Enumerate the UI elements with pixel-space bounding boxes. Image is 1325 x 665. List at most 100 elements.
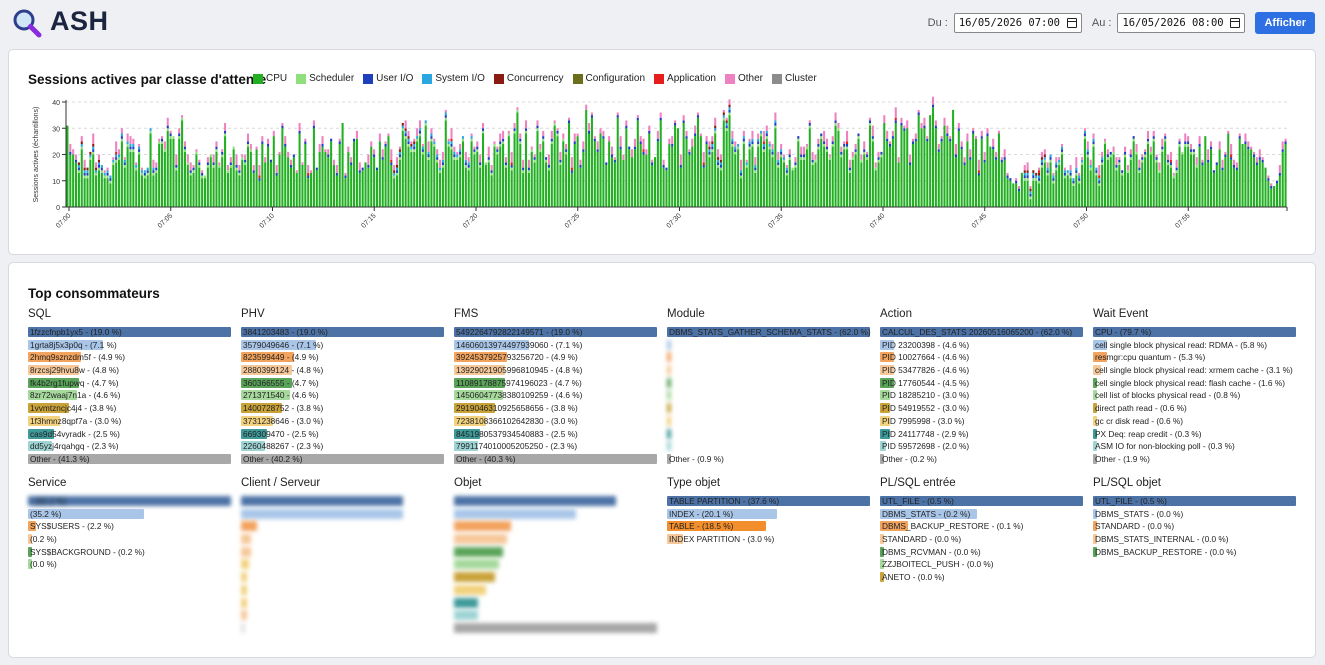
top-item[interactable]: 1fzzcfnpb1yx5 - (19.0 %) xyxy=(28,326,231,339)
top-item[interactable]: (0.2 %) xyxy=(28,533,231,546)
top-item[interactable] xyxy=(241,609,444,622)
top-item[interactable]: INDEX - (20.1 %) xyxy=(667,508,870,521)
top-item[interactable]: STANDARD - (0.0 %) xyxy=(880,533,1083,546)
top-item[interactable]: PID 10027664 - (4.6 %) xyxy=(880,351,1083,364)
legend-item-application[interactable]: Application xyxy=(654,73,716,84)
top-item[interactable]: PID 17760544 - (4.5 %) xyxy=(880,377,1083,390)
top-item[interactable] xyxy=(454,609,657,622)
top-item[interactable]: 2260488267 - (2.3 %) xyxy=(241,440,444,453)
legend-item-user-i-o[interactable]: User I/O xyxy=(363,73,413,84)
top-item[interactable]: SYS$BACKGROUND - (0.2 %) xyxy=(28,546,231,559)
legend-item-cluster[interactable]: Cluster xyxy=(771,73,817,84)
top-item[interactable]: cas9d54vyradk - (2.5 %) xyxy=(28,428,231,441)
top-item[interactable]: cell single block physical read: xrmem c… xyxy=(1093,364,1296,377)
top-item[interactable]: 8451980537934540883 - (2.5 %) xyxy=(454,428,657,441)
top-item[interactable] xyxy=(667,428,870,441)
top-item[interactable] xyxy=(241,546,444,559)
top-item[interactable]: DBMS_BACKUP_RESTORE - (0.1 %) xyxy=(880,520,1083,533)
top-item[interactable] xyxy=(241,597,444,610)
top-item[interactable]: resmgr:cpu quantum - (5.3 %) xyxy=(1093,351,1296,364)
top-item[interactable]: 1400728752 - (3.8 %) xyxy=(241,402,444,415)
from-datetime-input[interactable]: 16/05/2026 07:00 xyxy=(953,13,1082,33)
top-item[interactable]: CALCUL_DES_STATS 20260516065200 - (62.0 … xyxy=(880,326,1083,339)
top-item[interactable]: 3731238646 - (3.0 %) xyxy=(241,415,444,428)
top-item[interactable]: ASM IO for non-blocking poll - (0.3 %) xyxy=(1093,440,1296,453)
afficher-button[interactable]: Afficher xyxy=(1255,12,1315,34)
top-item[interactable]: 2880399124 - (4.8 %) xyxy=(241,364,444,377)
top-item[interactable]: ZZJBOITECL_PUSH - (0.0 %) xyxy=(880,558,1083,571)
top-item[interactable]: Other - (41.3 %) xyxy=(28,453,231,466)
legend-item-system-i-o[interactable]: System I/O xyxy=(422,73,485,84)
top-item[interactable]: Other - (0.2 %) xyxy=(880,453,1083,466)
top-item[interactable]: 5492264792822149571 - (19.0 %) xyxy=(454,326,657,339)
top-item[interactable]: 360366555 - (4.7 %) xyxy=(241,377,444,390)
top-item[interactable]: UTL_FILE - (0.5 %) xyxy=(1093,495,1296,508)
top-item[interactable] xyxy=(667,415,870,428)
top-item[interactable]: STANDARD - (0.0 %) xyxy=(1093,520,1296,533)
top-item[interactable] xyxy=(454,546,657,559)
top-item[interactable]: cell list of blocks physical read - (0.8… xyxy=(1093,389,1296,402)
top-item[interactable]: - (62.2 %) xyxy=(28,495,231,508)
top-item[interactable] xyxy=(454,533,657,546)
top-item[interactable]: UTL_FILE - (0.5 %) xyxy=(880,495,1083,508)
top-item[interactable]: 14506047738380109259 - (4.6 %) xyxy=(454,389,657,402)
top-item[interactable]: 11089178875974196023 - (4.7 %) xyxy=(454,377,657,390)
top-item[interactable]: PID 23200398 - (4.6 %) xyxy=(880,339,1083,352)
top-item[interactable] xyxy=(241,533,444,546)
top-item[interactable]: 1f3hmnz8qpf7a - (3.0 %) xyxy=(28,415,231,428)
top-item[interactable] xyxy=(667,440,870,453)
legend-item-cpu[interactable]: CPU xyxy=(253,73,287,84)
top-item[interactable] xyxy=(454,597,657,610)
legend-item-scheduler[interactable]: Scheduler xyxy=(296,73,354,84)
top-item[interactable]: 8zr72waaj7n1a - (4.6 %) xyxy=(28,389,231,402)
top-item[interactable]: (0.0 %) xyxy=(28,558,231,571)
top-item[interactable]: DBMS_STATS_INTERNAL - (0.0 %) xyxy=(1093,533,1296,546)
top-item[interactable] xyxy=(667,351,870,364)
top-item[interactable]: gc cr disk read - (0.6 %) xyxy=(1093,415,1296,428)
top-item[interactable]: PID 54919552 - (3.0 %) xyxy=(880,402,1083,415)
top-item[interactable]: Other - (40.3 %) xyxy=(454,453,657,466)
top-item[interactable]: 2hmq9sznzdm5f - (4.9 %) xyxy=(28,351,231,364)
top-item[interactable]: TABLE PARTITION - (37.6 %) xyxy=(667,495,870,508)
top-item[interactable]: DBMS_STATS - (0.0 %) xyxy=(1093,508,1296,521)
top-item[interactable] xyxy=(667,339,870,352)
top-item[interactable]: ANETO - (0.0 %) xyxy=(880,571,1083,584)
top-item[interactable]: 7991174010005205250 - (2.3 %) xyxy=(454,440,657,453)
top-item[interactable] xyxy=(241,495,444,508)
top-item[interactable]: INDEX PARTITION - (3.0 %) xyxy=(667,533,870,546)
top-item[interactable]: 8rzcsj29hvu8w - (4.8 %) xyxy=(28,364,231,377)
top-item[interactable]: 14606013974497939060 - (7.1 %) xyxy=(454,339,657,352)
top-item[interactable]: DBMS_STATS_GATHER_SCHEMA_STATS - (62.0 %… xyxy=(667,326,871,339)
top-item[interactable]: cell single block physical read: RDMA - … xyxy=(1093,339,1296,352)
calendar-icon[interactable] xyxy=(1066,18,1077,28)
top-item[interactable]: PID 59572698 - (2.0 %) xyxy=(880,440,1083,453)
legend-item-other[interactable]: Other xyxy=(724,73,763,84)
top-item[interactable]: 3841203483 - (19.0 %) xyxy=(241,326,444,339)
top-item[interactable] xyxy=(454,558,657,571)
top-item[interactable] xyxy=(241,584,444,597)
top-item[interactable]: PID 24117748 - (2.9 %) xyxy=(880,428,1083,441)
top-item[interactable]: cell single block physical read: flash c… xyxy=(1093,377,1296,390)
top-item[interactable] xyxy=(454,584,657,597)
top-item[interactable]: SYS$USERS - (2.2 %) xyxy=(28,520,231,533)
top-item[interactable]: 7238108366102642830 - (3.0 %) xyxy=(454,415,657,428)
top-item[interactable]: DBMS_STATS - (0.2 %) xyxy=(880,508,1083,521)
top-item[interactable] xyxy=(454,520,657,533)
top-item[interactable] xyxy=(667,389,870,402)
top-item[interactable]: DBMS_BACKUP_RESTORE - (0.0 %) xyxy=(1093,546,1296,559)
top-item[interactable] xyxy=(241,622,444,635)
top-item[interactable]: 271371540 - (4.6 %) xyxy=(241,389,444,402)
top-item[interactable]: 3579049646 - (7.1 %) xyxy=(241,339,444,352)
top-item[interactable]: DBMS_RCVMAN - (0.0 %) xyxy=(880,546,1083,559)
top-item[interactable] xyxy=(454,508,657,521)
top-item[interactable] xyxy=(454,571,657,584)
top-item[interactable]: Other - (1.9 %) xyxy=(1093,453,1296,466)
top-item[interactable]: (35.2 %) xyxy=(28,508,231,521)
top-item[interactable]: TABLE - (18.5 %) xyxy=(667,520,870,533)
top-item[interactable]: 823599449 - (4.9 %) xyxy=(241,351,444,364)
top-item[interactable]: 2919046310925658656 - (3.8 %) xyxy=(454,402,657,415)
calendar-icon[interactable] xyxy=(1230,18,1241,28)
top-item[interactable]: 1grta8j5x3p0q - (7.1 %) xyxy=(28,339,231,352)
top-item[interactable]: 3924537925793256720 - (4.9 %) xyxy=(454,351,657,364)
top-item[interactable]: fk4b2rg1fupwq - (4.7 %) xyxy=(28,377,231,390)
